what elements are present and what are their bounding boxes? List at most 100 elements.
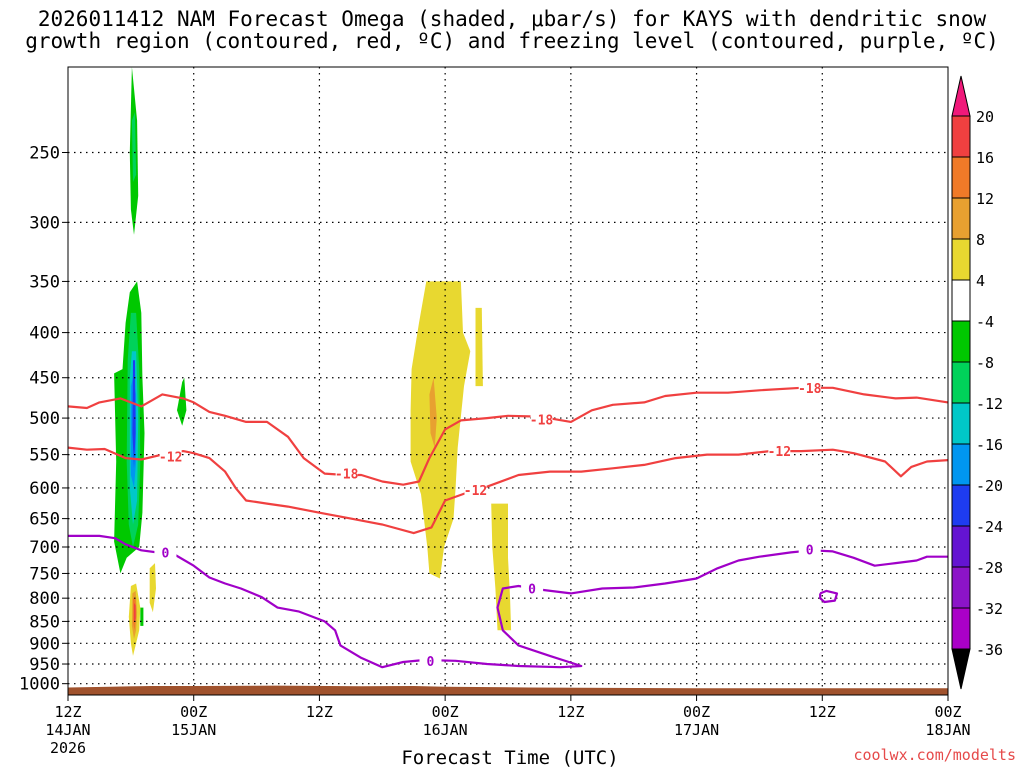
- contour-label-bg: [419, 653, 442, 668]
- pressure-axis: 2503003504004505005506006507007508008509…: [19, 143, 68, 695]
- colorbar-top-arrow: [951, 75, 971, 117]
- x-tick-label-36-1: 16JAN: [423, 721, 468, 739]
- contour-label-dendritic_growth-0: -12: [159, 451, 182, 466]
- site-watermark: coolwx.com/modelts: [853, 746, 1016, 764]
- y-tick-label-350: 350: [29, 272, 60, 292]
- colorbar-label-4: 4: [976, 272, 985, 290]
- plot-frame: [67, 66, 949, 696]
- contour-dendritic_growth--12: [67, 446, 949, 535]
- y-tick-label-650: 650: [29, 510, 60, 530]
- contour-label-bg: [159, 449, 182, 464]
- x-tick-label-72-0: 12Z: [809, 703, 836, 721]
- y-tick-label-850: 850: [29, 612, 60, 632]
- y-tick-label-500: 500: [29, 409, 60, 429]
- colorbar-segment-11: [951, 566, 971, 609]
- omega-region-7: [132, 360, 136, 469]
- y-tick-label-400: 400: [29, 324, 60, 344]
- omega-colorbar: 20 16 12 8 4 -4 -8 -12 -16 -20 -24 -28 -32 -36: [951, 75, 1003, 690]
- contour-label-freezing_level-0: 0: [162, 546, 170, 561]
- contour-freezing_level-0: [68, 534, 948, 669]
- temperature-contours: -18 -18 -18 -12 -12 -12 0 0 0 0: [67, 380, 949, 670]
- y-tick-label-450: 450: [29, 369, 60, 389]
- chart-title: 2026011412 NAM Forecast Omega (shaded, μ…: [0, 8, 1024, 52]
- title-line-2: growth region (contoured, red, ºC) and f…: [25, 29, 999, 53]
- omega-region-18: [491, 503, 512, 631]
- colorbar-segment-10: [951, 525, 971, 568]
- colorbar-label-3: 8: [976, 231, 985, 249]
- colorbar-segment-7: [951, 402, 971, 445]
- omega-region-2: [131, 112, 137, 182]
- colorbar-segment-0: [951, 115, 971, 158]
- colorbar-segment-3: [951, 238, 971, 281]
- colorbar-label-13: -36: [976, 641, 1003, 659]
- x-tick-label-60-0: 00Z: [683, 703, 710, 721]
- contour-label-dendritic_growth-2: -18: [798, 382, 822, 397]
- contour-label-freezing_level-3: 0: [427, 655, 435, 670]
- contour-label-bg: [768, 444, 791, 459]
- contour-label-dendritic_growth-2: -12: [768, 445, 791, 460]
- colorbar-label-11: -28: [976, 559, 1003, 577]
- colorbar-segment-1: [951, 156, 971, 199]
- x-tick-label-24-0: 12Z: [306, 703, 333, 721]
- omega-region-8: [177, 377, 187, 426]
- contour-label-bg: [464, 482, 487, 497]
- y-tick-label-750: 750: [29, 564, 60, 584]
- x-tick-label-84-0: 00Z: [934, 703, 961, 721]
- contour-label-bg: [530, 412, 553, 427]
- colorbar-label-1: 16: [976, 149, 994, 167]
- contour-label-bg: [154, 545, 177, 560]
- colorbar-segment-5: [951, 320, 971, 363]
- omega-region-15: [410, 281, 471, 579]
- x-tick-label-84-1: 18JAN: [925, 721, 970, 739]
- y-tick-label-700: 700: [29, 538, 60, 558]
- omega-region-14: [149, 563, 156, 613]
- omega-shaded-regions: [114, 67, 512, 656]
- contour-label-bg: [798, 542, 821, 557]
- omega-region-16: [475, 307, 483, 387]
- omega-region-17: [429, 377, 437, 448]
- colorbar-label-0: 20: [976, 108, 994, 126]
- title-line-1: 2026011412 NAM Forecast Omega (shaded, μ…: [37, 7, 987, 31]
- y-tick-label-800: 800: [29, 589, 60, 609]
- x-tick-label-60-1: 17JAN: [674, 721, 719, 739]
- contour-label-dendritic_growth-0: -18: [335, 468, 359, 483]
- contour-label-dendritic_growth-1: -18: [530, 414, 554, 429]
- omega-region-13: [134, 602, 136, 622]
- contour-freezing_level_small-0: [819, 589, 839, 604]
- x-tick-label-48-0: 12Z: [557, 703, 584, 721]
- x-tick-label-0-2: 2026: [50, 739, 86, 757]
- surface-terrain: [68, 685, 948, 695]
- colorbar-segment-2: [951, 197, 971, 240]
- y-tick-label-950: 950: [29, 655, 60, 675]
- colorbar-segment-6: [951, 361, 971, 404]
- colorbar-segment-8: [951, 443, 971, 486]
- omega-region-9: [140, 607, 144, 626]
- colorbar-label-5: -4: [976, 313, 994, 331]
- contour-dendritic_growth--18: [67, 386, 949, 486]
- colorbar-label-8: -16: [976, 436, 1003, 454]
- x-tick-label-0-1: 14JAN: [45, 721, 90, 739]
- y-tick-label-900: 900: [29, 634, 60, 654]
- x-tick-label-36-0: 00Z: [432, 703, 459, 721]
- colorbar-label-6: -8: [976, 354, 994, 372]
- y-tick-label-550: 550: [29, 446, 60, 466]
- contour-label-bg: [335, 466, 358, 481]
- x-tick-label-12-1: 15JAN: [171, 721, 216, 739]
- contour-label-dendritic_growth-1: -12: [464, 484, 487, 499]
- y-tick-label-250: 250: [29, 143, 60, 163]
- colorbar-bottom-arrow: [951, 648, 971, 690]
- surface-fill: [68, 685, 948, 695]
- grid-lines: [68, 67, 948, 695]
- colorbar-label-12: -32: [976, 600, 1003, 618]
- x-tick-label-0-0: 12Z: [54, 703, 81, 721]
- colorbar-label-10: -24: [976, 518, 1003, 536]
- contour-label-bg: [521, 581, 544, 596]
- colorbar-segment-9: [951, 484, 971, 527]
- colorbar-segment-4: [951, 279, 971, 322]
- x-axis-label: Forecast Time (UTC): [401, 747, 618, 768]
- colorbar-label-7: -12: [976, 395, 1003, 413]
- colorbar-label-2: 12: [976, 190, 994, 208]
- contour-label-freezing_level-2: 0: [806, 544, 814, 559]
